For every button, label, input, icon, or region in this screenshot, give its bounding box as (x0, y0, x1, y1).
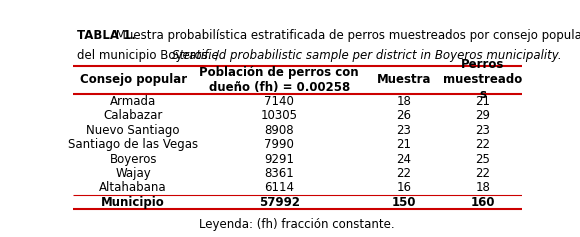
Text: 7140: 7140 (264, 95, 294, 108)
Text: Nuevo Santiago: Nuevo Santiago (86, 124, 180, 137)
Text: Altahabana: Altahabana (99, 181, 167, 194)
Text: Boyeros: Boyeros (110, 153, 157, 165)
Text: 22: 22 (475, 167, 490, 180)
Text: 10305: 10305 (261, 109, 298, 122)
Text: 22: 22 (397, 167, 411, 180)
Text: 160: 160 (470, 196, 495, 209)
Text: 9291: 9291 (264, 153, 294, 165)
Text: 26: 26 (397, 109, 411, 122)
Text: Municipio: Municipio (102, 196, 165, 209)
Text: 21: 21 (475, 95, 490, 108)
Text: Muestra probabilística estratificada de perros muestreados por consejo popular: Muestra probabilística estratificada de … (111, 29, 580, 42)
Text: 18: 18 (397, 95, 411, 108)
Text: Consejo popular: Consejo popular (79, 73, 187, 87)
Text: Leyenda: (fh) fracción constante.: Leyenda: (fh) fracción constante. (200, 218, 395, 231)
Text: 7990: 7990 (264, 138, 294, 151)
Text: 16: 16 (397, 181, 411, 194)
Text: 23: 23 (475, 124, 490, 137)
Text: 57992: 57992 (259, 196, 300, 209)
Text: del municipio Boyeros. /: del municipio Boyeros. / (77, 49, 223, 62)
Text: 23: 23 (397, 124, 411, 137)
Text: Perros
muestreado
s: Perros muestreado s (443, 59, 523, 101)
Text: Población de perros con
dueño (fh) = 0.00258: Población de perros con dueño (fh) = 0.0… (200, 66, 359, 94)
Text: Muestra: Muestra (377, 73, 432, 87)
Text: Wajay: Wajay (115, 167, 151, 180)
Text: 8361: 8361 (264, 167, 294, 180)
Text: Santiago de las Vegas: Santiago de las Vegas (68, 138, 198, 151)
Text: TABLA 1.: TABLA 1. (77, 29, 136, 42)
Text: 22: 22 (475, 138, 490, 151)
Text: 8908: 8908 (264, 124, 294, 137)
Text: Stratified probabilistic sample per district in Boyeros municipality.: Stratified probabilistic sample per dist… (172, 49, 562, 62)
Text: Armada: Armada (110, 95, 156, 108)
Text: 6114: 6114 (264, 181, 294, 194)
Text: 18: 18 (475, 181, 490, 194)
Text: 29: 29 (475, 109, 490, 122)
Text: Calabazar: Calabazar (103, 109, 163, 122)
Text: 25: 25 (475, 153, 490, 165)
Text: 150: 150 (392, 196, 416, 209)
Text: 21: 21 (397, 138, 411, 151)
Text: 24: 24 (397, 153, 411, 165)
